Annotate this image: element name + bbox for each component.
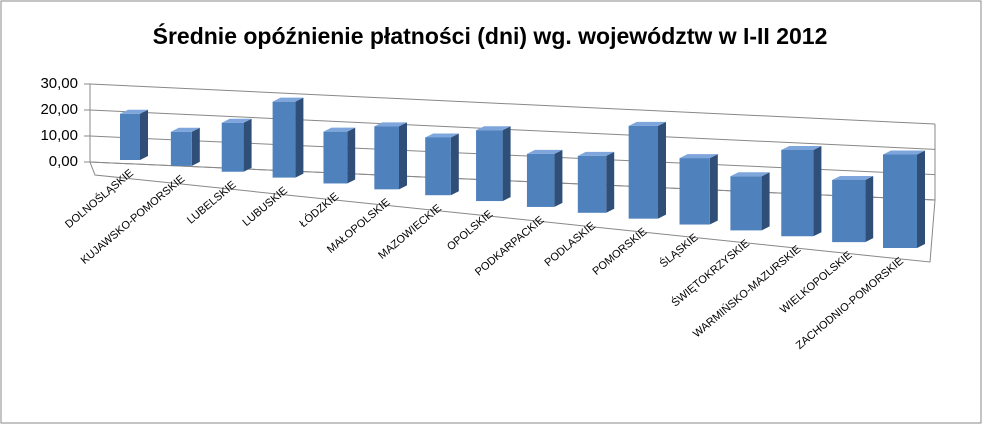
- bar-side: [295, 97, 304, 178]
- bar: [120, 113, 140, 160]
- bar-top: [374, 122, 407, 127]
- y-tick-label: 10,00: [40, 127, 78, 144]
- bar: [883, 154, 917, 248]
- bar-top: [679, 154, 718, 159]
- bar-top: [272, 97, 304, 102]
- bar-top: [120, 109, 148, 114]
- bar: [221, 122, 244, 172]
- bar-top: [425, 133, 459, 138]
- grid-line: [89, 109, 936, 150]
- bar: [628, 125, 658, 219]
- bar-top: [628, 121, 666, 126]
- y-tick-label: 0,00: [49, 153, 78, 170]
- bar: [577, 155, 607, 213]
- bar: [374, 126, 399, 190]
- bar: [832, 179, 866, 243]
- y-tick-label: 20,00: [40, 101, 78, 118]
- bar: [170, 131, 192, 166]
- bar-side: [865, 175, 874, 243]
- bar: [323, 131, 348, 184]
- bar-side: [606, 151, 615, 213]
- grid-line: [89, 83, 936, 125]
- bar: [476, 130, 503, 202]
- bar-side: [709, 154, 718, 225]
- bar-top: [476, 126, 511, 131]
- bar-top: [221, 118, 252, 123]
- bar-top: [323, 127, 356, 132]
- bar-side: [917, 150, 925, 248]
- bar-top: [577, 151, 615, 156]
- bar: [781, 149, 814, 237]
- bar: [730, 176, 762, 231]
- bar-side: [191, 127, 200, 166]
- bar: [425, 137, 451, 196]
- bar-top: [832, 175, 874, 180]
- bar-side: [658, 121, 666, 219]
- bar: [679, 158, 710, 225]
- bar-top: [170, 127, 200, 132]
- bar-side: [347, 127, 356, 184]
- bar-side: [140, 109, 148, 160]
- y-tick-label: 30,00: [40, 75, 78, 92]
- bar-side: [761, 172, 770, 231]
- bar-top: [883, 150, 925, 155]
- bar-side: [243, 118, 252, 172]
- bar-side: [399, 122, 407, 190]
- bar-side: [554, 149, 563, 207]
- bar-side: [450, 133, 459, 196]
- bar: [526, 153, 555, 207]
- chart-title: Średnie opóźnienie płatności (dni) wg. w…: [153, 22, 828, 49]
- bar: [272, 101, 296, 178]
- bar-side: [502, 126, 511, 202]
- bar-top: [730, 172, 770, 177]
- bar-top: [781, 145, 822, 150]
- bar-side: [813, 145, 822, 237]
- bar-top: [526, 149, 563, 154]
